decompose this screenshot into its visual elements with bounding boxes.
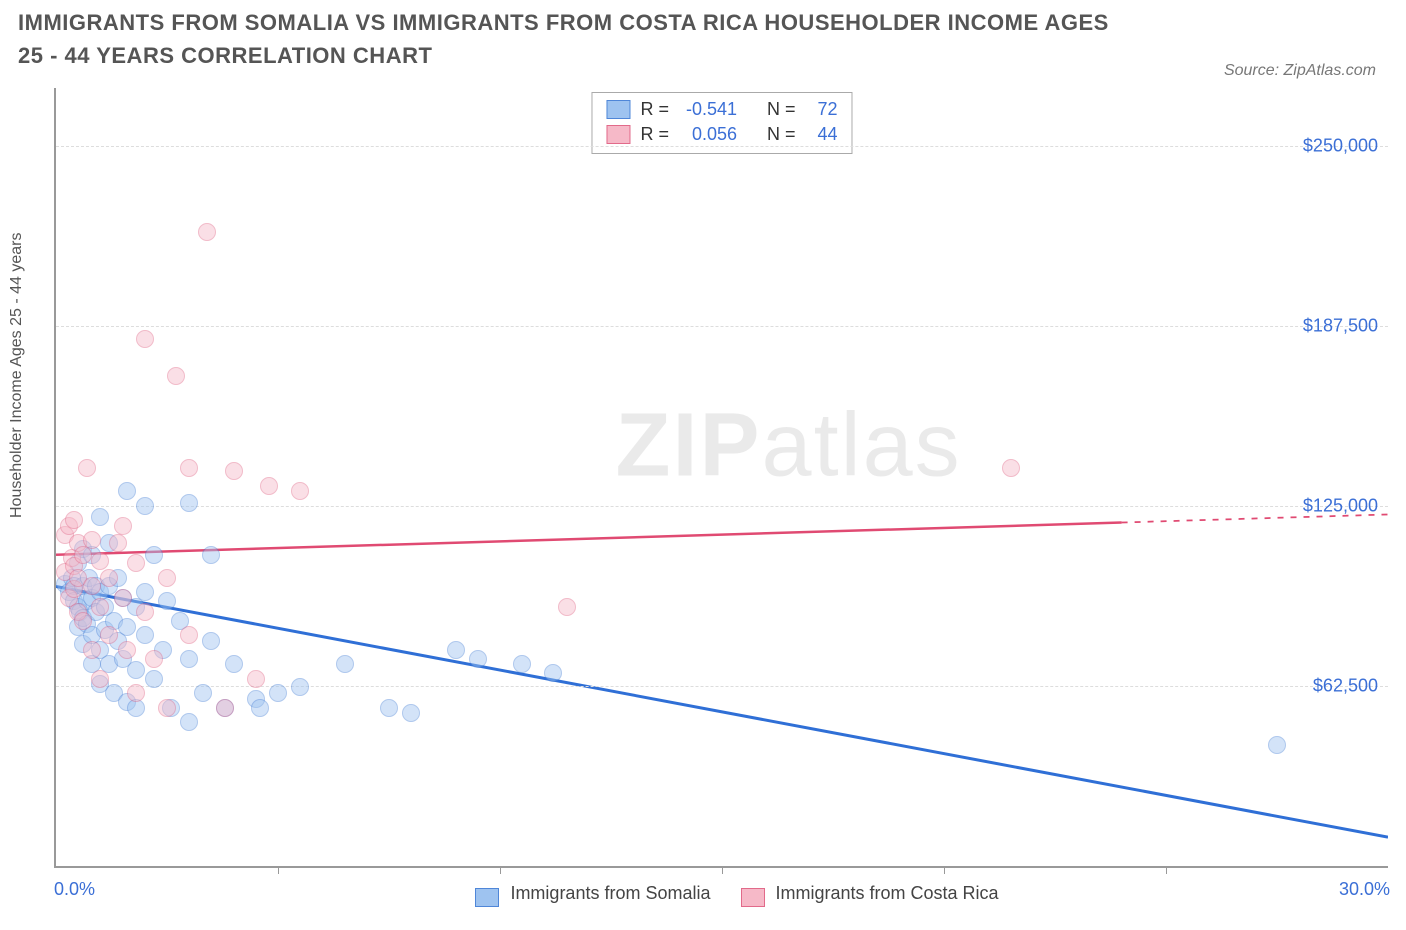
data-point-somalia	[336, 655, 354, 673]
data-point-costarica	[216, 699, 234, 717]
data-point-somalia	[380, 699, 398, 717]
data-point-costarica	[180, 626, 198, 644]
data-point-somalia	[402, 704, 420, 722]
data-point-costarica	[145, 650, 163, 668]
data-point-costarica	[91, 598, 109, 616]
data-point-somalia	[202, 632, 220, 650]
data-point-somalia	[251, 699, 269, 717]
data-point-costarica	[225, 462, 243, 480]
data-point-somalia	[1268, 736, 1286, 754]
data-point-costarica	[91, 670, 109, 688]
data-point-somalia	[118, 618, 136, 636]
r-value-somalia: -0.541	[679, 97, 737, 122]
data-point-costarica	[118, 641, 136, 659]
data-point-somalia	[291, 678, 309, 696]
x-tick	[722, 866, 723, 874]
plot-area: ZIPatlas R = -0.541 N = 72R = 0.056 N = 44 0.0…	[54, 88, 1388, 868]
x-tick	[1166, 866, 1167, 874]
stats-row-somalia: R = -0.541 N = 72	[606, 97, 837, 122]
data-point-costarica	[1002, 459, 1020, 477]
data-point-costarica	[136, 330, 154, 348]
stats-row-costarica: R = 0.056 N = 44	[606, 122, 837, 147]
data-point-somalia	[513, 655, 531, 673]
data-point-costarica	[83, 531, 101, 549]
gridline	[56, 506, 1388, 507]
watermark-bold: ZIP	[616, 395, 762, 495]
data-point-somalia	[180, 494, 198, 512]
data-point-costarica	[291, 482, 309, 500]
data-point-costarica	[558, 598, 576, 616]
data-point-somalia	[145, 546, 163, 564]
data-point-somalia	[127, 661, 145, 679]
y-axis-label: Householder Income Ages 25 - 44 years	[8, 233, 26, 519]
data-point-somalia	[91, 508, 109, 526]
swatch-costarica	[606, 125, 630, 144]
y-tick-label: $62,500	[1313, 675, 1378, 696]
watermark-thin: atlas	[762, 395, 962, 495]
x-tick	[278, 866, 279, 874]
data-point-somalia	[194, 684, 212, 702]
data-point-costarica	[78, 459, 96, 477]
data-point-costarica	[83, 641, 101, 659]
data-point-somalia	[136, 583, 154, 601]
data-point-costarica	[114, 517, 132, 535]
data-point-costarica	[127, 554, 145, 572]
legend-label-somalia: Immigrants from Somalia	[505, 883, 710, 903]
source-label: Source: ZipAtlas.com	[1224, 62, 1376, 80]
n-label: N =	[767, 122, 796, 147]
data-point-costarica	[127, 684, 145, 702]
r-label: R =	[640, 122, 669, 147]
data-point-somalia	[136, 497, 154, 515]
gridline	[56, 326, 1388, 327]
data-point-somalia	[145, 670, 163, 688]
data-point-somalia	[544, 664, 562, 682]
chart-title: IMMIGRANTS FROM SOMALIA VS IMMIGRANTS FR…	[18, 6, 1138, 72]
chart-container: Householder Income Ages 25 - 44 years ZI…	[18, 88, 1388, 908]
data-point-costarica	[158, 569, 176, 587]
data-point-somalia	[180, 650, 198, 668]
data-point-costarica	[136, 603, 154, 621]
data-point-somalia	[118, 482, 136, 500]
data-point-costarica	[109, 534, 127, 552]
y-tick-label: $187,500	[1303, 315, 1378, 336]
data-point-costarica	[114, 589, 132, 607]
data-point-costarica	[83, 577, 101, 595]
data-point-costarica	[167, 367, 185, 385]
r-label: R =	[640, 97, 669, 122]
n-value-costarica: 44	[806, 122, 838, 147]
series-legend: Immigrants from Somalia Immigrants from …	[56, 883, 1388, 904]
data-point-somalia	[180, 713, 198, 731]
n-label: N =	[767, 97, 796, 122]
legend-swatch-somalia	[475, 888, 499, 907]
data-point-costarica	[74, 612, 92, 630]
data-point-costarica	[65, 511, 83, 529]
legend-label-costarica: Immigrants from Costa Rica	[771, 883, 999, 903]
data-point-somalia	[469, 650, 487, 668]
data-point-somalia	[202, 546, 220, 564]
data-point-somalia	[225, 655, 243, 673]
data-point-somalia	[447, 641, 465, 659]
data-point-somalia	[269, 684, 287, 702]
data-point-costarica	[158, 699, 176, 717]
legend-swatch-costarica	[741, 888, 765, 907]
data-point-costarica	[100, 569, 118, 587]
data-point-costarica	[180, 459, 198, 477]
data-point-costarica	[260, 477, 278, 495]
x-tick	[944, 866, 945, 874]
data-point-costarica	[247, 670, 265, 688]
swatch-somalia	[606, 100, 630, 119]
n-value-somalia: 72	[806, 97, 838, 122]
y-tick-label: $250,000	[1303, 135, 1378, 156]
trend-lines	[56, 88, 1388, 866]
data-point-costarica	[198, 223, 216, 241]
x-tick	[500, 866, 501, 874]
data-point-somalia	[136, 626, 154, 644]
r-value-costarica: 0.056	[679, 122, 737, 147]
data-point-somalia	[158, 592, 176, 610]
data-point-costarica	[91, 552, 109, 570]
data-point-costarica	[100, 626, 118, 644]
gridline	[56, 146, 1388, 147]
y-tick-label: $125,000	[1303, 495, 1378, 516]
watermark: ZIPatlas	[616, 394, 962, 497]
